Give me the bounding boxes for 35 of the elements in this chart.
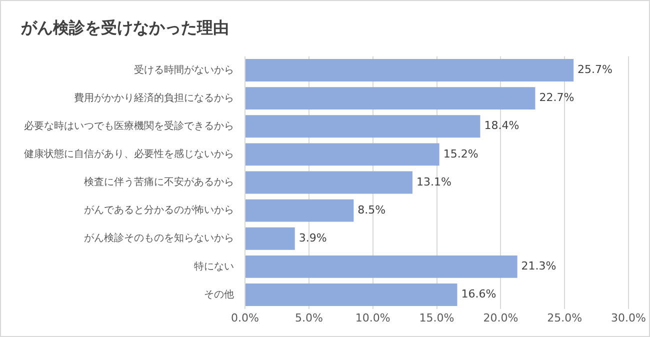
y-tick-label: 費用がかかり経済的負担になるから [74, 92, 234, 104]
bar [246, 284, 458, 306]
bar [246, 115, 480, 138]
y-tick-label: 健康状態に自信があり、必要性を感じないから [24, 148, 234, 160]
bar [246, 87, 536, 110]
data-label: 18.4% [484, 119, 520, 132]
y-tick-label: がんであると分かるのが怖いから [84, 204, 234, 216]
data-label: 3.9% [298, 231, 327, 244]
data-label: 15.2% [443, 147, 478, 160]
x-tick-label: 10.0% [355, 311, 390, 324]
y-tick-label: 特にない [194, 260, 234, 272]
data-label: 13.1% [416, 175, 452, 188]
bar [246, 255, 518, 278]
data-label: 21.3% [521, 260, 556, 273]
data-label: 22.7% [539, 91, 574, 104]
x-tick-label: 15.0% [419, 311, 454, 324]
bar [246, 199, 354, 222]
bar [246, 171, 412, 194]
y-tick-label: 必要な時はいつでも医療機関を受診できるから [24, 120, 234, 132]
data-label: 8.5% [358, 203, 386, 216]
chart-title: がん検診を受けなかった理由 [20, 18, 229, 37]
y-tick-label: がん検診そのものを知らないから [84, 232, 234, 244]
x-tick-label: 5.0% [294, 311, 323, 324]
data-label: 25.7% [578, 63, 613, 76]
bar [246, 143, 440, 166]
x-tick-label: 30.0% [611, 311, 646, 324]
x-tick-label: 20.0% [483, 311, 518, 324]
x-tick-label: 0.0% [231, 311, 259, 324]
y-tick-label: 受ける時間がないから [134, 64, 234, 76]
y-tick-label: その他 [204, 288, 234, 300]
y-tick-label: 検査に伴う苦痛に不安があるから [84, 176, 234, 188]
data-label: 16.6% [461, 288, 496, 301]
x-tick-label: 25.0% [547, 311, 582, 324]
bar [246, 59, 574, 82]
bar [246, 227, 295, 250]
